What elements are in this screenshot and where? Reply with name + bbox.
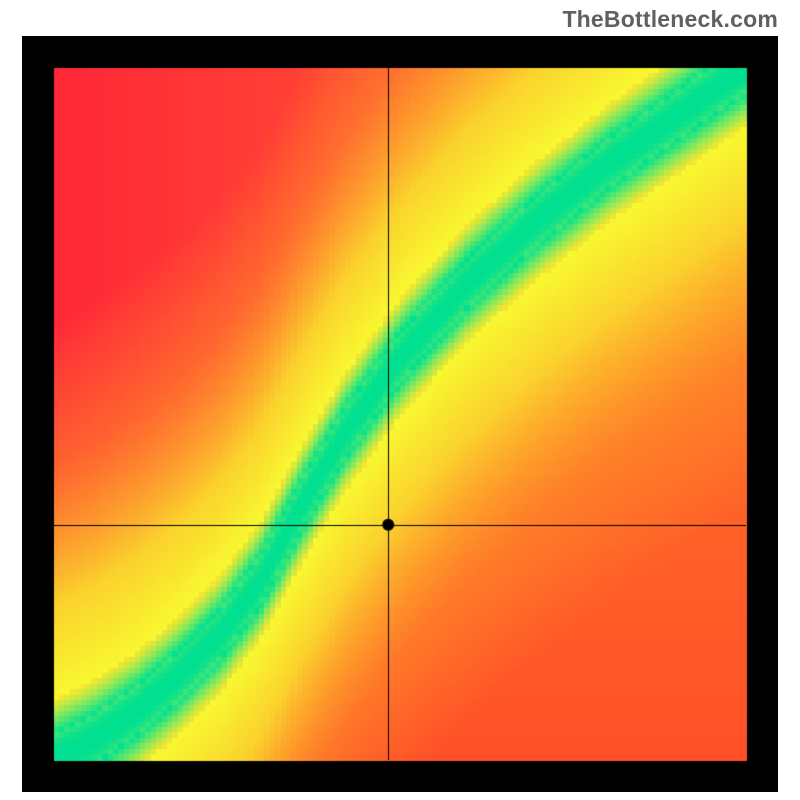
bottleneck-heatmap <box>22 36 778 792</box>
watermark-text: TheBottleneck.com <box>562 6 778 33</box>
